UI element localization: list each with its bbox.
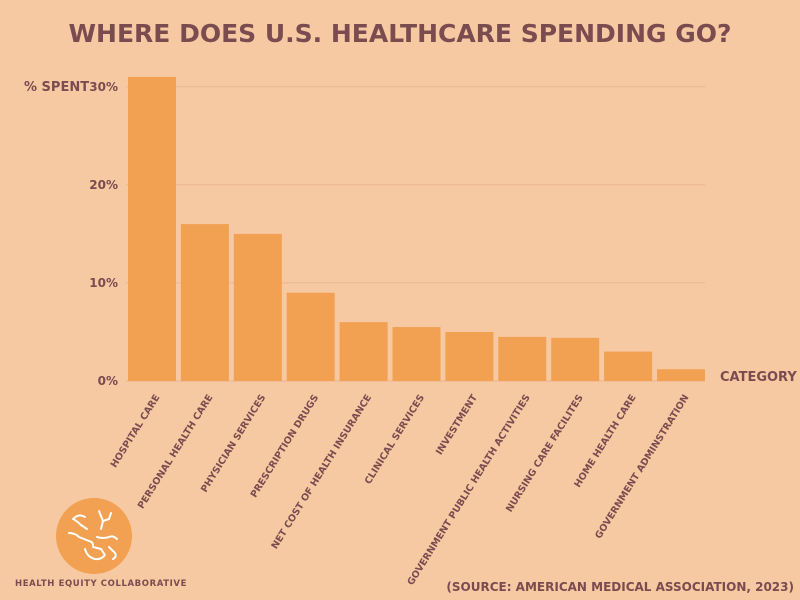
bar bbox=[392, 327, 441, 381]
bar bbox=[445, 331, 494, 381]
bar bbox=[286, 292, 335, 381]
bar bbox=[339, 322, 388, 381]
x-tick-label: NET COST OF HEALTH INSURANCE bbox=[269, 393, 374, 551]
source-citation: (SOURCE: AMERICAN MEDICAL ASSOCIATION, 2… bbox=[446, 580, 794, 594]
organization-name: HEALTH EQUITY COLLABORATIVE bbox=[15, 579, 187, 589]
bar bbox=[128, 77, 176, 381]
x-tick-label: GOVERNMENT ADMINSTRATION bbox=[593, 393, 691, 541]
bar bbox=[180, 224, 229, 381]
bar bbox=[498, 336, 547, 381]
bar bbox=[604, 351, 653, 381]
y-tick-label: 0% bbox=[98, 374, 118, 388]
y-axis-label: % SPENT bbox=[24, 80, 89, 95]
y-tick-label: 30% bbox=[89, 80, 118, 94]
x-tick-label: CLINICAL SERVICES bbox=[363, 393, 427, 487]
x-tick-label: HOSPITAL CARE bbox=[109, 393, 163, 470]
x-axis-label: CATEGORY bbox=[720, 370, 797, 385]
x-tick-label: HOME HEALTH CARE bbox=[572, 393, 638, 490]
bar bbox=[233, 233, 282, 381]
x-tick-label: GOVERNMENT PUBLIC HEALTH ACTIVITIES bbox=[405, 393, 532, 588]
y-tick-label: 10% bbox=[89, 276, 118, 290]
logo bbox=[55, 497, 133, 579]
y-tick-label: 20% bbox=[89, 178, 118, 192]
chart-title: WHERE DOES U.S. HEALTHCARE SPENDING GO? bbox=[68, 19, 731, 48]
helping-hands-icon bbox=[56, 498, 132, 574]
bar bbox=[657, 369, 705, 381]
bar bbox=[551, 337, 600, 381]
x-tick-label: INVESTMENT bbox=[434, 392, 480, 457]
